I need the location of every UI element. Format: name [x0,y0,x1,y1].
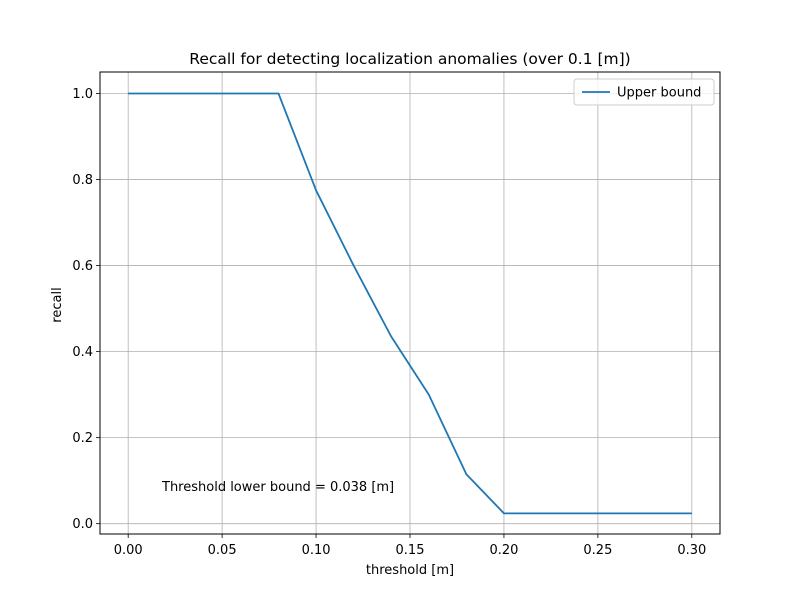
y-tick-label: 0.4 [72,345,93,360]
annotations: Threshold lower bound = 0.038 [m] [161,480,394,495]
legend-box [573,78,715,106]
x-tick-label: 0.30 [677,543,706,558]
x-tick-label: 0.10 [302,543,331,558]
x-tick-label: 0.05 [208,543,237,558]
series-layer [128,92,692,515]
y-axis-label: recall [50,287,65,322]
grid [100,72,720,534]
threshold-annotation: Threshold lower bound = 0.038 [m] [161,480,394,495]
y-tick-label: 0.2 [72,431,93,446]
x-tick-label: 0.15 [396,543,425,558]
y-tick-label: 1.0 [72,87,93,102]
series-line-upper-bound [128,92,692,515]
chart-title: Recall for detecting localization anomal… [189,50,630,68]
y-tick-label: 0.0 [72,517,93,532]
y-tick-label: 0.8 [72,173,93,188]
x-axis-label: threshold [m] [366,563,454,578]
legend: Upper bound [573,78,715,106]
y-tick-label: 0.6 [72,259,93,274]
ticks: 0.00 0.05 0.10 0.15 0.20 0.25 0.30 0.0 0.2 0.4 0.6… [72,87,706,558]
legend-label: Upper bound [617,86,701,101]
x-tick-label: 0.20 [489,543,518,558]
x-tick-label: 0.25 [583,543,612,558]
x-tick-label: 0.00 [114,543,143,558]
